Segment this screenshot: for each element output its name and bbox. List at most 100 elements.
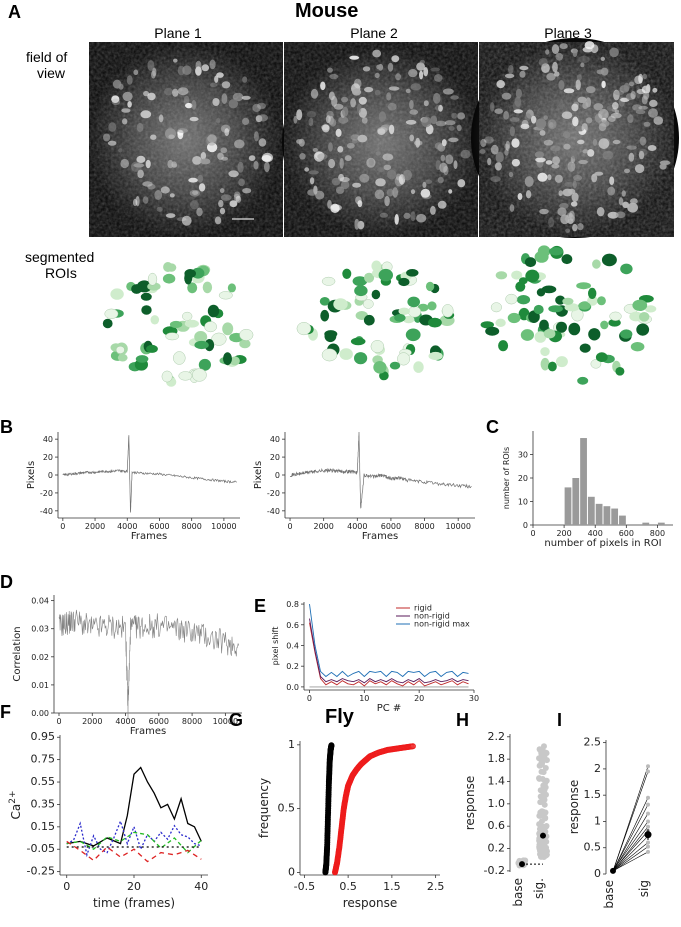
chart-b-left: 0 2000 4000 6000 8000 10000 Frames -40 -20 0 20 40 P…: [26, 432, 240, 542]
roi-shape: [140, 292, 152, 301]
neuron-blob: [190, 120, 198, 131]
neuron-blob: [585, 97, 592, 108]
neuron-blob: [554, 71, 560, 77]
neuron-blob: [547, 174, 552, 181]
neuron-blob: [352, 88, 362, 96]
neuron-blob: [548, 217, 555, 228]
neuron-blob: [217, 152, 224, 160]
roi-shape: [192, 368, 207, 382]
neuron-blob: [450, 95, 459, 100]
neuron-blob: [137, 169, 144, 179]
roi-shape: [518, 277, 528, 285]
sig-mean: [540, 832, 546, 839]
category-label: base: [511, 878, 525, 907]
neuron-blob: [188, 177, 198, 183]
neuron-blob: [111, 98, 121, 106]
roi-shape: [342, 268, 352, 279]
roi-shape: [350, 337, 366, 346]
roi-shape: [425, 281, 435, 292]
neuron-blob: [571, 150, 577, 159]
neuron-blob: [557, 207, 567, 216]
chart-d-correlation: 0 2000 4000 6000 8000 10000 Frames 0.00 0.01 0.02…: [12, 595, 242, 737]
neuron-blob: [347, 142, 355, 149]
neuron-blob: [376, 64, 381, 70]
neuron-blob: [479, 149, 486, 154]
calcium-trace: [66, 766, 202, 847]
neuron-blob: [314, 151, 325, 160]
x-tick-label: 2000: [82, 717, 102, 726]
fov-label-line1: field of: [26, 49, 67, 65]
neuron-blob: [596, 207, 605, 217]
neuron-blob: [351, 139, 358, 144]
x-tick-label: 0: [60, 522, 65, 531]
neuron-blob: [395, 73, 402, 81]
roi-shape: [352, 276, 368, 286]
neuron-blob: [136, 155, 146, 163]
sig-point: [537, 812, 544, 819]
neuron-blob: [571, 192, 579, 202]
neuron-blob: [456, 124, 462, 132]
neuron-blob: [623, 82, 630, 92]
roi-shape: [147, 272, 158, 286]
roi-shape: [428, 351, 443, 361]
x-tick-label: 0.5: [339, 880, 357, 893]
roi-shape: [320, 309, 330, 322]
neuron-blob: [384, 195, 390, 207]
neuron-blob: [496, 80, 506, 89]
neuron-blob: [642, 73, 648, 80]
roi-label-line2: ROIs: [45, 265, 77, 281]
neuron-blob: [434, 74, 443, 82]
neuron-blob: [362, 66, 371, 72]
roi-shape: [543, 328, 556, 339]
roi-shape: [397, 352, 410, 366]
neuron-blob: [638, 105, 648, 110]
motion-trace: [62, 435, 237, 513]
chart-h-response: -0.2 0.2 0.6 1.0 1.4 1.8 2.2 response base sig.: [463, 730, 550, 907]
neuron-blob: [571, 103, 579, 112]
calcium-trace: [66, 831, 202, 854]
neuron-blob: [126, 75, 133, 85]
neuron-blob: [355, 196, 362, 205]
pair-line: [612, 804, 649, 871]
neuron-blob: [625, 93, 636, 101]
fov-label-line2: view: [37, 65, 66, 81]
roi-shape: [405, 328, 421, 342]
neuron-blob: [378, 111, 387, 122]
neuron-blob: [448, 137, 459, 143]
neuron-blob: [375, 151, 381, 156]
neuron-blob: [206, 135, 217, 146]
sig-point: [543, 777, 550, 784]
neuron-blob: [441, 139, 447, 147]
roi-shape: [495, 271, 508, 280]
neuron-blob: [551, 44, 560, 55]
neuron-blob: [409, 109, 419, 115]
neuron-blob: [565, 228, 570, 233]
x-tick-label: 4000: [117, 522, 137, 531]
neuron-blob: [577, 139, 585, 145]
roi-shape: [595, 352, 608, 363]
neuron-blob: [495, 151, 504, 163]
neuron-blob: [430, 115, 438, 125]
neuron-blob: [198, 183, 206, 192]
y-axis-label: Pixels: [26, 461, 37, 489]
neuron-blob: [147, 60, 155, 71]
neuron-blob: [320, 81, 326, 91]
sig-point: [646, 769, 650, 774]
y-tick-label: 0.01: [31, 681, 49, 690]
pair-line: [612, 842, 649, 872]
neuron-blob: [572, 223, 578, 232]
neuron-blob: [331, 177, 341, 186]
neuron-blob: [564, 181, 575, 187]
x-tick-label: 20: [127, 880, 141, 893]
roi-shape: [505, 293, 518, 305]
sig-point: [543, 823, 550, 830]
neuron-blob: [177, 65, 185, 76]
sig-point: [537, 793, 544, 800]
neuron-blob: [372, 49, 382, 58]
roi-shape: [588, 287, 597, 299]
neuron-blob: [430, 67, 441, 72]
roi-shape: [373, 361, 387, 374]
neuron-blob: [562, 188, 573, 197]
neuron-blob: [127, 101, 132, 108]
neuron-blob: [377, 128, 386, 136]
